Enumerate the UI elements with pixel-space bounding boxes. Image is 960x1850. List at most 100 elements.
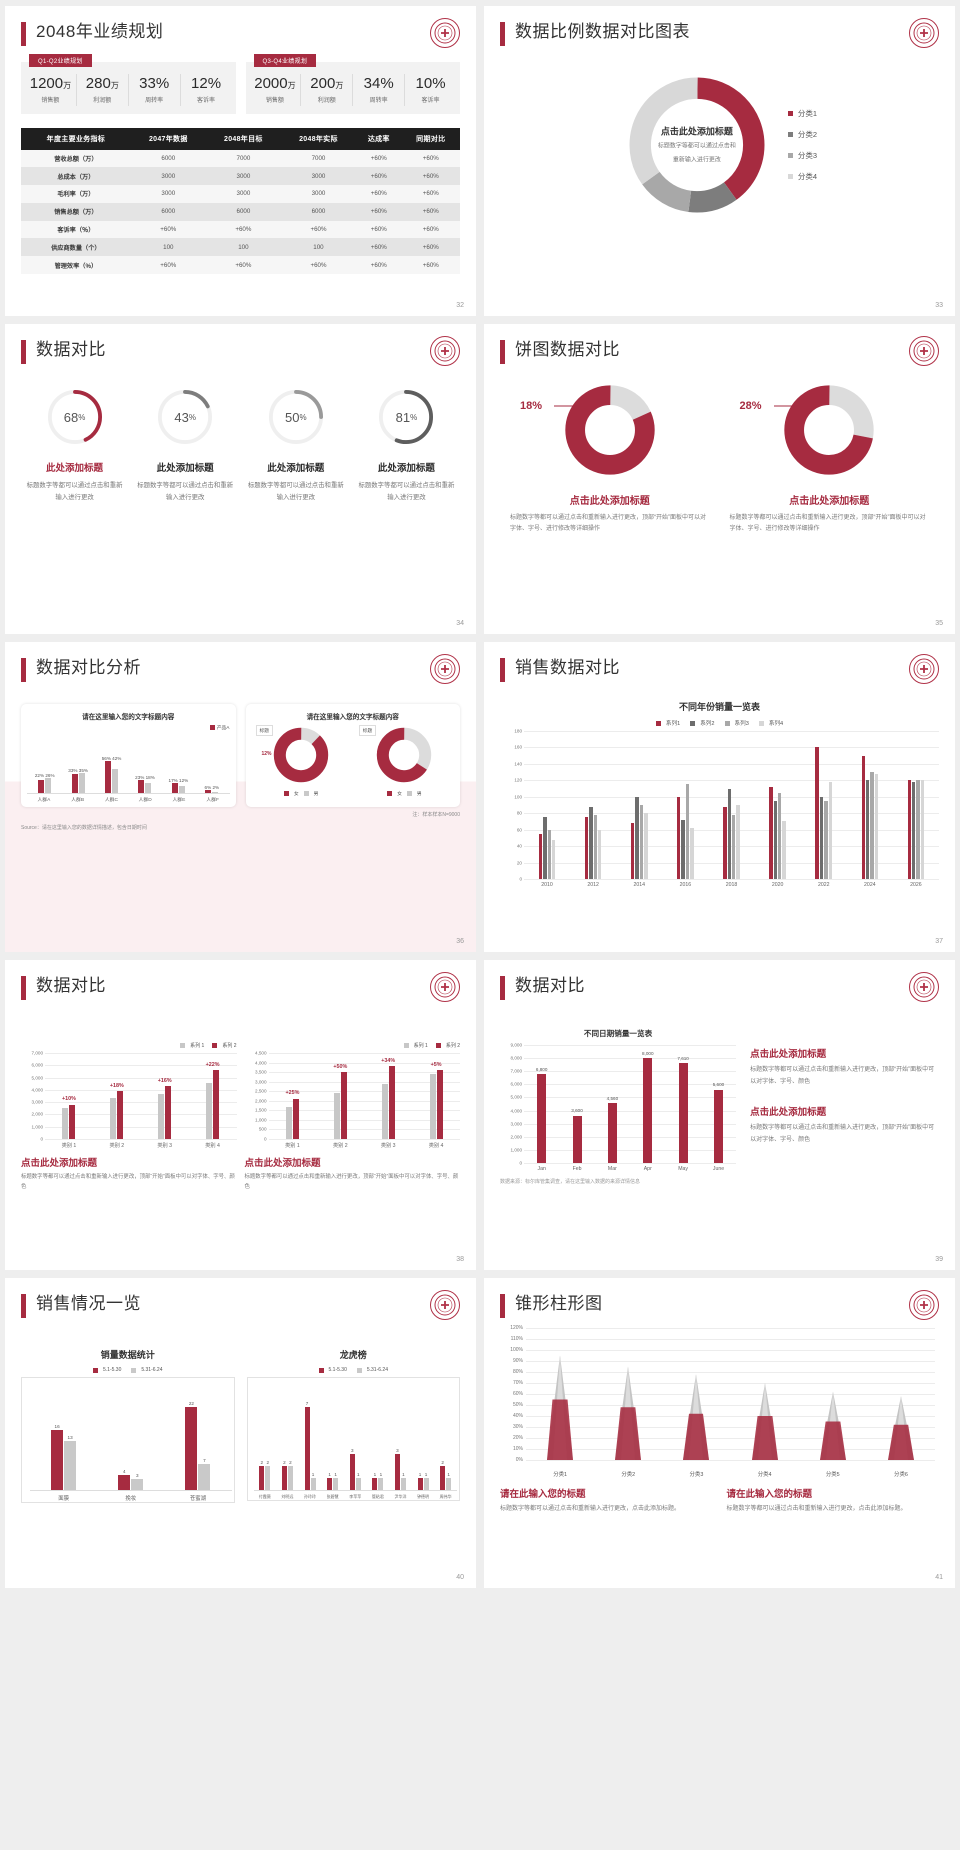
y-tick-label: 60 <box>516 827 522 833</box>
block-desc: 标题数字等都可以通过点击和重新输入进行更改，点击此添加标题。 <box>726 1506 907 1512</box>
table-cell: 100 <box>205 238 281 257</box>
table-cell: 6000 <box>130 149 206 168</box>
kpi-card-q3q4: Q3-Q4业绩规划 2000万 销售额 200万 利润额 34% 周转率 <box>245 54 460 114</box>
pie-svg <box>784 385 874 475</box>
bar-value-label: 1 <box>334 1472 337 1478</box>
bar <box>117 1091 124 1139</box>
table-cell: +60% <box>280 220 356 239</box>
title-accent-bar <box>500 340 505 364</box>
bar-value-label: 4 <box>122 1468 126 1474</box>
x-tick-label: 类别 1 <box>285 1143 300 1149</box>
bar <box>138 779 145 793</box>
legend-swatch <box>212 1043 218 1048</box>
slide-thumbnail-36[interactable]: 数据对比分析 请在这里输入您的文字标题内容 产品A 22% 26% 33% 35%… <box>5 642 476 952</box>
slide-thumbnail-39[interactable]: 数据对比 不同日期销量一览表 0 1,000 2,000 3,000 4,000 5,00… <box>484 960 955 1270</box>
y-tick-label: 4,000 <box>510 1108 523 1114</box>
plot-area <box>524 731 939 879</box>
gridline <box>268 1100 460 1102</box>
donut-center-text: 点击此处添加标题 标题数字等都可以通过点击和 重新输入进行更改 <box>637 124 757 165</box>
slide-thumbnail-33[interactable]: 数据比例数据对比图表 点击此处添加标题 标题数字等都可以通过点击和 重新输入进行… <box>484 6 955 316</box>
x-tick-label: 2026 <box>910 882 922 888</box>
ring-value: 81% <box>395 409 418 425</box>
bar <box>212 791 219 793</box>
bar <box>388 1066 395 1139</box>
slide-thumbnail-40[interactable]: 销售情况一览 销量数据统计 5.1-5.30 5.31-6.24 16 13 4 3 22… <box>5 1278 476 1588</box>
bar <box>782 821 786 879</box>
slide-thumbnail-38[interactable]: 数据对比 系列 1 系列 2 0 1,000 2,000 3,000 4,000 5,000… <box>5 960 476 1270</box>
page-title: 饼图数据对比 <box>515 340 620 359</box>
table-cell: +60% <box>205 220 281 239</box>
business-metrics-table: 年度主要业务指标 2047年数据 2048年目标 2048年实际 达成率 同期对… <box>21 127 460 274</box>
y-tick-label: 4,000 <box>255 1060 267 1066</box>
pie-desc: 标题数字等都可以通过点击和重新输入进行更改，顶部“开始”面板中可以对字体、字号、… <box>510 515 706 533</box>
y-axis: 0 20 40 60 80 100 120 140 160 180 <box>500 729 524 882</box>
slide-thumbnail-35[interactable]: 饼图数据对比 18% 点击此处添加标题 标题数字等都可以通过点击和重新输入进行更… <box>484 324 955 634</box>
brand-logo-icon <box>909 18 939 48</box>
gridline <box>524 1136 737 1138</box>
kpi-value: 10% <box>415 75 446 92</box>
x-axis: Jan Feb Mar Apr May June <box>524 1163 736 1172</box>
y-tick-label: 8,000 <box>510 1055 523 1061</box>
x-tick-label: 人群A <box>37 798 51 803</box>
x-tick-label: 类别 2 <box>109 1143 125 1149</box>
y-tick-label: 40% <box>512 1413 523 1419</box>
x-tick-label: 张碧慧 <box>326 1494 339 1499</box>
text-block: 请在此输入您的标题 标题数字等都可以通过点击和重新输入进行更改，点击此添加标题。 <box>500 1486 713 1515</box>
legend-item: 系列4 <box>758 719 783 727</box>
bar <box>635 796 639 879</box>
legend-swatch <box>131 1367 137 1373</box>
gridline <box>526 1394 935 1395</box>
slide-thumbnail-41[interactable]: 锥形柱形图 0% 10% 20% 30% 40% 50% 60% 70% 80% 90% 100% 1… <box>484 1278 955 1588</box>
mini-pie-svg <box>273 727 329 783</box>
slide-thumbnail-37[interactable]: 销售数据对比 不同年份销量一览表 系列1 系列2 系列3 系列4 0 20 40 60 80 1… <box>484 642 955 952</box>
progress-rings: 68% 此处添加标题 标题数字等都可以通过点击和重新输入进行更改 43% 此处添加标题标… <box>21 386 460 504</box>
kpi-value: 1200 <box>29 75 64 92</box>
bar <box>417 1478 423 1490</box>
slide-thumbnail-32[interactable]: 2048年业绩规划 Q1-Q2业绩规划 1200万 销售额 280万 利润额 <box>5 6 476 316</box>
kpi-cards: Q1-Q2业绩规划 1200万 销售额 280万 利润额 33% 周转率 <box>21 54 460 114</box>
page-title: 2048年业绩规划 <box>36 22 164 41</box>
bar-value-label: 1 <box>418 1472 422 1478</box>
legend-label: 分类3 <box>797 151 818 160</box>
table-cell: 7000 <box>280 149 356 168</box>
cone-group <box>731 1328 799 1460</box>
bar <box>778 792 782 879</box>
pie-percent-label: 28% <box>739 400 762 412</box>
chart-title: 不同年份销量一览表 <box>678 702 760 712</box>
block-title: 点击此处添加标题 <box>244 1158 321 1169</box>
bar-group <box>708 731 754 879</box>
bar <box>69 1104 76 1139</box>
bar-group: 16 13 <box>30 1386 97 1490</box>
gridline <box>526 1460 935 1461</box>
chart-legend: 5.1-5.30 5.31-6.24 <box>21 1367 235 1373</box>
bar-value-label: 3,600 <box>571 1108 583 1114</box>
legend-label: 系列1 <box>665 721 681 727</box>
slide-thumbnail-34[interactable]: 数据对比 68% 此处添加标题 标题数字等都可以通过点击和重新输入进行更改 43% 此处… <box>5 324 476 634</box>
donut-center-desc-2: 重新输入进行更改 <box>672 157 721 164</box>
y-tick-label: 60% <box>512 1391 523 1397</box>
x-tick-label: 刘明远 <box>281 1494 294 1499</box>
x-tick-label: June <box>712 1166 725 1172</box>
bar-value-label: 17% 12% <box>168 778 189 784</box>
bar-chart: 22% 26% 33% 35% 56% 42% 23% 18% 17% 12% 6% 2% <box>27 731 230 793</box>
table-cell: +60% <box>356 238 402 257</box>
bar-value-label: 13 <box>67 1434 73 1440</box>
bar-group: 7,610 <box>665 1045 700 1163</box>
bar <box>537 1073 547 1163</box>
kpi-unit: 万 <box>63 81 72 90</box>
legend-swatch <box>690 720 696 726</box>
table-row: 营收总额（万） 6000 7000 7000 +60% +60% <box>21 149 460 168</box>
legend-label: 系列 1 <box>413 1043 428 1049</box>
bar-value-label: 1 <box>311 1472 315 1478</box>
analysis-panels: 请在这里输入您的文字标题内容 产品A 22% 26% 33% 35% 56% 42%… <box>21 704 460 807</box>
progress-ring: 43% <box>154 386 216 448</box>
delta-label: +34% <box>381 1057 396 1064</box>
bar <box>593 814 598 879</box>
bar-group: +10% <box>45 1053 93 1139</box>
gridline <box>524 829 939 831</box>
y-tick-label: 6,000 <box>31 1062 44 1068</box>
table-row: 管理效率（%） +60% +60% +60% +60% +60% <box>21 256 460 274</box>
x-tick-label: Jan <box>537 1166 546 1172</box>
progress-ring: 81% <box>375 386 437 448</box>
